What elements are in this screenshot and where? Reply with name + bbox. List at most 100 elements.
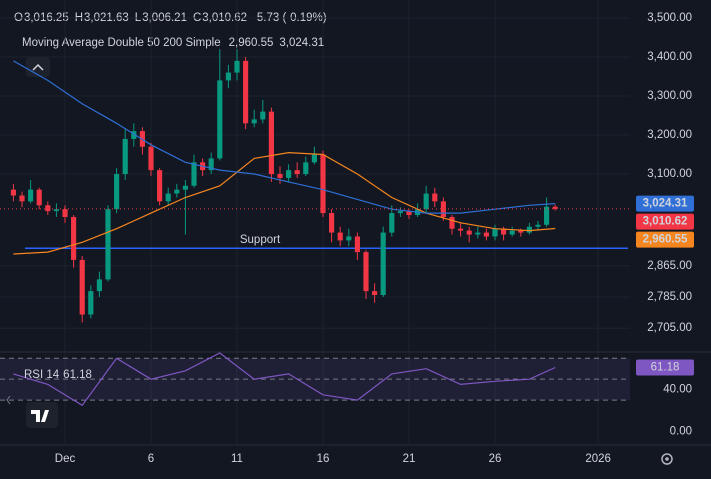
candle-body <box>217 80 223 159</box>
rsi-title: RSI 14 <box>24 369 60 381</box>
x-tick-label: 11 <box>231 453 243 465</box>
candle-body <box>303 162 309 175</box>
candle-body <box>208 158 214 171</box>
candle-body <box>440 201 446 217</box>
tradingview-logo[interactable] <box>26 402 58 428</box>
price-tag-label: 3,010.62 <box>643 216 688 228</box>
candle-body <box>105 209 111 280</box>
y-tick-label: 2,785.00 <box>647 291 692 303</box>
rsi-tag-label: 61.18 <box>651 362 680 374</box>
candle-body <box>372 291 378 296</box>
candle-body <box>53 209 59 212</box>
candle-body <box>36 189 42 206</box>
price-tag <box>636 231 694 248</box>
candle-body <box>492 228 498 237</box>
x-tick-label: 6 <box>148 453 154 465</box>
candle-body <box>544 206 550 225</box>
candle-body <box>62 209 68 217</box>
candle-body <box>397 211 403 214</box>
candle-body <box>251 119 257 124</box>
candle-body <box>552 206 558 209</box>
price-tag-label: 2,960.55 <box>643 234 688 246</box>
settings-icon[interactable] <box>661 453 673 465</box>
y-tick-label: 2,865.00 <box>647 260 692 272</box>
indicator-value: 3,024.31 <box>279 37 324 49</box>
candle-body <box>114 174 120 210</box>
candle-body <box>518 230 524 233</box>
collapse-button[interactable] <box>26 57 50 77</box>
candle-body <box>458 228 464 231</box>
candle-body <box>329 213 335 233</box>
candle-body <box>260 111 266 120</box>
candle-body <box>423 193 429 210</box>
candle-body <box>346 236 352 241</box>
candle-body <box>363 252 369 292</box>
candle-body <box>509 230 515 235</box>
candle-body <box>337 232 343 241</box>
candle-body <box>45 205 51 212</box>
candle-body <box>535 224 541 227</box>
candle-body <box>380 232 386 296</box>
y-tick-label: 3,300.00 <box>647 90 692 102</box>
y-tick-label: 3,500.00 <box>647 12 692 24</box>
candle-body <box>182 185 188 190</box>
x-tick-label: 21 <box>403 453 416 465</box>
candle-body <box>466 230 472 235</box>
price-tag <box>636 213 694 230</box>
rsi-line <box>13 352 556 407</box>
x-tick-label: 26 <box>489 453 502 465</box>
candle-body <box>243 60 249 124</box>
scroll-left[interactable] <box>6 395 11 405</box>
moving-average-line <box>13 60 556 214</box>
candle-body <box>122 138 128 175</box>
candle-body <box>28 189 34 202</box>
y-tick-label: 3,100.00 <box>647 168 692 180</box>
candle-body <box>432 193 438 202</box>
x-tick-label: 2026 <box>585 453 611 465</box>
candle-body <box>526 226 532 233</box>
candle-body <box>406 211 412 216</box>
rsi-tick-label: 40.00 <box>663 384 692 396</box>
candle-body <box>71 216 77 260</box>
candle-body <box>449 216 455 229</box>
indicator-title: Moving Average Double 50 200 Simple <box>22 37 221 49</box>
candle-body <box>10 189 16 196</box>
candle-body <box>174 189 180 194</box>
candle-body <box>157 170 163 202</box>
candle-body <box>354 236 360 253</box>
candle-body <box>234 60 240 73</box>
candle-body <box>277 174 283 178</box>
candle-body <box>96 279 102 292</box>
rsi-tick-label: 0.00 <box>670 425 692 437</box>
price-tag <box>636 195 694 212</box>
candle-body <box>268 111 274 175</box>
candle-body <box>19 195 25 202</box>
candle-body <box>165 193 171 202</box>
price-tag-label: 3,024.31 <box>643 198 688 210</box>
support-label: Support <box>240 234 281 246</box>
candle-body <box>88 291 94 315</box>
indicator-value: 2,960.55 <box>229 37 274 49</box>
x-tick-label: 16 <box>317 453 330 465</box>
candle-body <box>483 232 489 237</box>
candle-body <box>294 170 300 175</box>
candle-body <box>225 72 231 81</box>
rsi-value: 61.18 <box>63 369 92 381</box>
x-tick-label: Dec <box>55 453 76 465</box>
candle-body <box>131 131 137 139</box>
y-tick-label: 2,705.00 <box>647 322 692 334</box>
candle-body <box>501 228 507 235</box>
candle-body <box>475 232 481 235</box>
candle-body <box>79 259 85 315</box>
y-tick-label: 3,400.00 <box>647 51 692 63</box>
candle-body <box>320 154 326 214</box>
rsi-tag <box>636 359 694 376</box>
candle-body <box>311 154 317 163</box>
y-tick-label: 3,200.00 <box>647 129 692 141</box>
moving-average-line <box>13 151 556 255</box>
candle-body <box>389 213 395 233</box>
candle-body <box>148 146 154 171</box>
candle-body <box>191 162 197 186</box>
candle-body <box>286 170 292 178</box>
